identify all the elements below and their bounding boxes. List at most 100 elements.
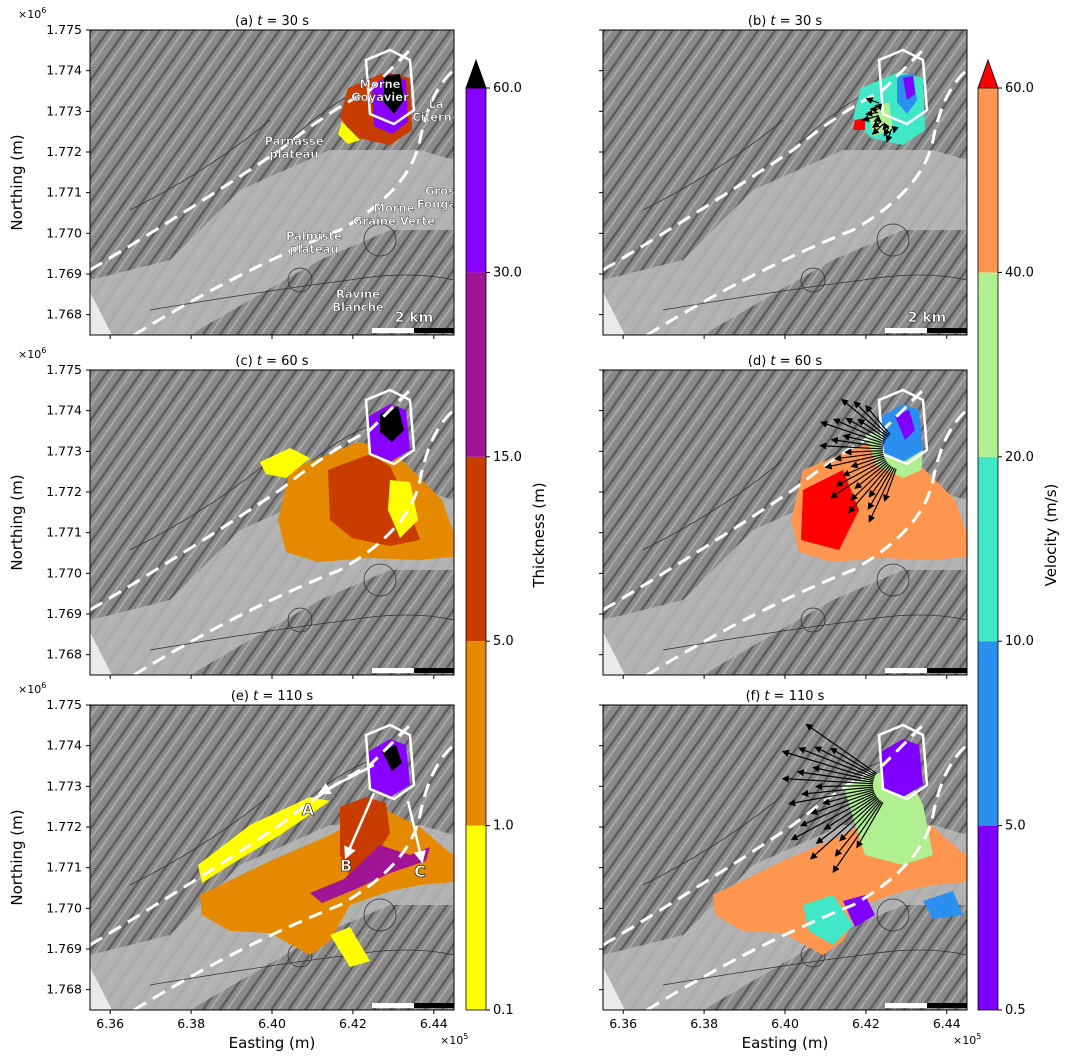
deposit-thickness-region	[338, 122, 360, 144]
collapse-scar-outline	[364, 388, 416, 466]
deposit-thickness-region	[384, 74, 404, 114]
panel-b: 2 km (b) t = 30 s	[599, 14, 968, 339]
colorbar-tick-label: 60.0	[1005, 81, 1034, 96]
y-tick-label: 1.768	[46, 647, 82, 662]
deposit-thickness-region	[200, 807, 454, 955]
scale-bar-black	[414, 328, 454, 333]
scale-bar-label: 2 km	[908, 310, 947, 326]
colorbar-segment	[466, 272, 486, 457]
deposit-thickness-region	[198, 797, 330, 883]
panel-title-var: t	[764, 689, 770, 704]
velocity-arrow	[796, 769, 874, 783]
velocity-arrow	[835, 458, 886, 487]
y-axis-label: Northing (m)	[8, 809, 26, 905]
deposit-velocity-region	[843, 895, 875, 927]
y-tick-label: 1.774	[46, 738, 82, 753]
velocity-arrow	[799, 792, 875, 827]
colorbar-tick-label: 10.0	[1005, 634, 1034, 649]
velocity-arrow	[829, 460, 887, 499]
velocity-arrow	[853, 400, 890, 437]
velocity-arrow	[848, 464, 891, 514]
place-name-line: Fougas	[417, 197, 463, 211]
panel-title-var: t	[770, 14, 776, 29]
x-exponent-power: 5	[976, 1032, 981, 1041]
panel-title-var: t	[253, 689, 259, 704]
panel-title: (f) t = 110 s	[746, 689, 825, 704]
catchment-boundary	[133, 68, 454, 335]
sea	[90, 632, 112, 675]
panel-title-prefix: (e)	[231, 689, 253, 704]
y-exponent: ×106	[18, 681, 46, 696]
x-exponent-base: ×10	[440, 1034, 463, 1047]
y-tick-label: 1.775	[46, 22, 82, 37]
place-name-line: Morne	[359, 77, 400, 91]
colorbar-tick-label: 30.0	[493, 265, 522, 280]
colorbar-label: Velocity (m/s)	[1042, 484, 1060, 587]
x-exponent-power: 5	[463, 1032, 468, 1041]
flow-path-arrow	[317, 763, 375, 795]
y-exponent-base: ×10	[18, 348, 41, 361]
colorbar-segment	[978, 272, 998, 457]
scale-bar-white	[885, 1003, 927, 1008]
valley-floor	[603, 150, 967, 335]
panel-title-suffix: = 60 s	[776, 354, 823, 369]
contour-line	[129, 459, 271, 551]
contour-line	[149, 614, 454, 651]
panel-map-d	[603, 370, 967, 675]
x-axis-label: Easting (m)	[742, 1034, 829, 1052]
velocity-arrow	[832, 801, 883, 873]
colorbar-segment	[466, 456, 486, 642]
velocity-arrow	[834, 800, 881, 857]
colorbar-extend-triangle	[977, 58, 999, 89]
x-exponent-base: ×10	[953, 1034, 976, 1047]
scale-bar-black	[927, 1003, 967, 1008]
velocity-arrow	[787, 787, 874, 807]
velocity-arrow	[781, 775, 874, 785]
contour-line	[642, 794, 784, 886]
colorbar-tick-label: 1.0	[493, 819, 514, 834]
catchment-boundary	[603, 48, 925, 272]
velocity-arrow	[809, 797, 879, 860]
panel-title-prefix: (f)	[746, 689, 765, 704]
scale-bar-black	[414, 668, 454, 673]
panel-title: (c) t = 60 s	[235, 354, 308, 369]
velocity-arrow	[883, 468, 897, 502]
y-tick-label: 1.772	[46, 484, 82, 499]
y-exponent-power: 6	[41, 346, 46, 355]
deposit-velocity-region	[801, 470, 859, 550]
colorbar-segment	[978, 88, 998, 273]
panel-c: (c) t = 60 s 1.768 1.769 1.770 1.771 1.772 1.7…	[8, 346, 455, 679]
contour-line	[642, 119, 784, 211]
place-name: Morne Graine Verte	[353, 201, 435, 228]
y-tick-label: 1.771	[46, 860, 82, 875]
y-tick-label: 1.773	[46, 778, 82, 793]
deposit-velocity-region	[803, 895, 853, 945]
colorbar-segment	[978, 456, 998, 642]
place-name: Gros Fougas	[417, 184, 463, 211]
colorbar-label: Thickness (m)	[530, 482, 548, 588]
x-exponent: ×105	[953, 1032, 981, 1047]
y-exponent-base: ×10	[18, 8, 41, 21]
velocity-arrow	[814, 746, 876, 777]
velocity-arrow	[850, 463, 890, 501]
y-tick-label: 1.775	[46, 697, 82, 712]
contour-line	[129, 119, 271, 211]
panel-e: A B C (e) t = 110 s 1.768 1.769 1.770 1.771 1.77…	[8, 681, 468, 1052]
panel-title-var: t	[257, 354, 263, 369]
colorbar-tick-label: 20.0	[1005, 450, 1034, 465]
contour-line	[876, 563, 910, 597]
deposit-thickness-region	[310, 845, 430, 903]
contour-line	[800, 267, 826, 293]
velocity-arrow	[801, 786, 874, 798]
panel-title: (b) t = 30 s	[748, 14, 822, 29]
place-name-line: Citerne	[412, 110, 460, 124]
colorbar-frame	[465, 87, 487, 1011]
sea	[603, 967, 625, 1010]
y-tick-label: 1.771	[46, 185, 82, 200]
y-tick-label: 1.768	[46, 307, 82, 322]
y-exponent-power: 6	[41, 6, 46, 15]
place-name-line: Palmiste	[286, 229, 342, 243]
x-tick-label: 6.38	[177, 1016, 205, 1031]
panel-title: (a) t = 30 s	[235, 14, 309, 29]
velocity-arrow	[873, 115, 882, 122]
